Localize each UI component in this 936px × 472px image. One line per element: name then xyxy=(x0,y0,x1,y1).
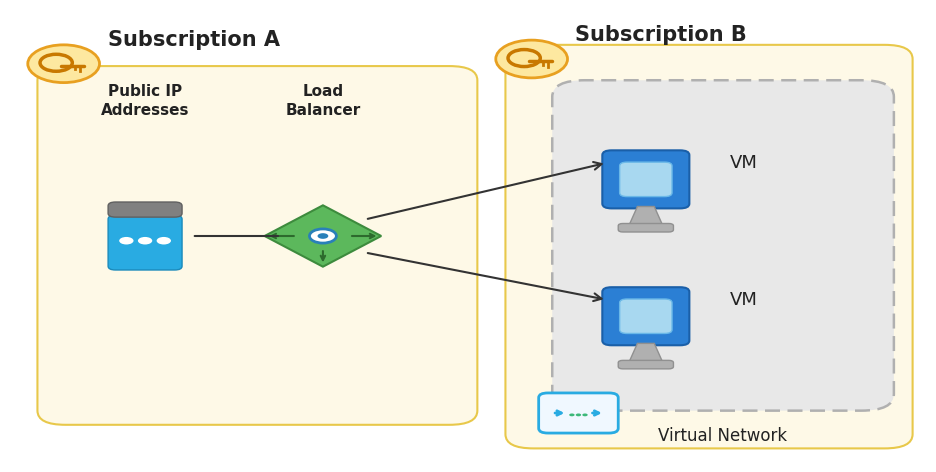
Ellipse shape xyxy=(582,413,588,416)
Text: VM: VM xyxy=(730,291,758,309)
Polygon shape xyxy=(629,344,663,362)
Text: Subscription B: Subscription B xyxy=(575,25,746,45)
Text: Virtual Network: Virtual Network xyxy=(658,427,787,445)
FancyBboxPatch shape xyxy=(109,215,182,270)
Text: Subscription A: Subscription A xyxy=(108,30,280,50)
FancyBboxPatch shape xyxy=(603,150,689,209)
FancyBboxPatch shape xyxy=(505,45,913,448)
FancyBboxPatch shape xyxy=(620,162,672,196)
Ellipse shape xyxy=(576,413,581,416)
FancyBboxPatch shape xyxy=(109,202,182,217)
Ellipse shape xyxy=(28,45,99,83)
FancyBboxPatch shape xyxy=(618,361,674,369)
FancyBboxPatch shape xyxy=(618,224,674,232)
Ellipse shape xyxy=(138,237,153,244)
FancyBboxPatch shape xyxy=(552,80,894,411)
FancyBboxPatch shape xyxy=(37,66,477,425)
FancyBboxPatch shape xyxy=(539,393,618,433)
Ellipse shape xyxy=(119,237,134,244)
FancyBboxPatch shape xyxy=(603,287,689,346)
Ellipse shape xyxy=(310,229,336,243)
Text: Public IP
Addresses: Public IP Addresses xyxy=(101,84,189,118)
Ellipse shape xyxy=(496,40,567,78)
Text: Load
Balancer: Load Balancer xyxy=(285,84,360,118)
Text: VM: VM xyxy=(730,154,758,172)
Ellipse shape xyxy=(156,237,171,244)
Ellipse shape xyxy=(317,233,329,239)
Polygon shape xyxy=(629,207,663,226)
Ellipse shape xyxy=(569,413,575,416)
FancyBboxPatch shape xyxy=(620,299,672,333)
Polygon shape xyxy=(265,205,381,267)
